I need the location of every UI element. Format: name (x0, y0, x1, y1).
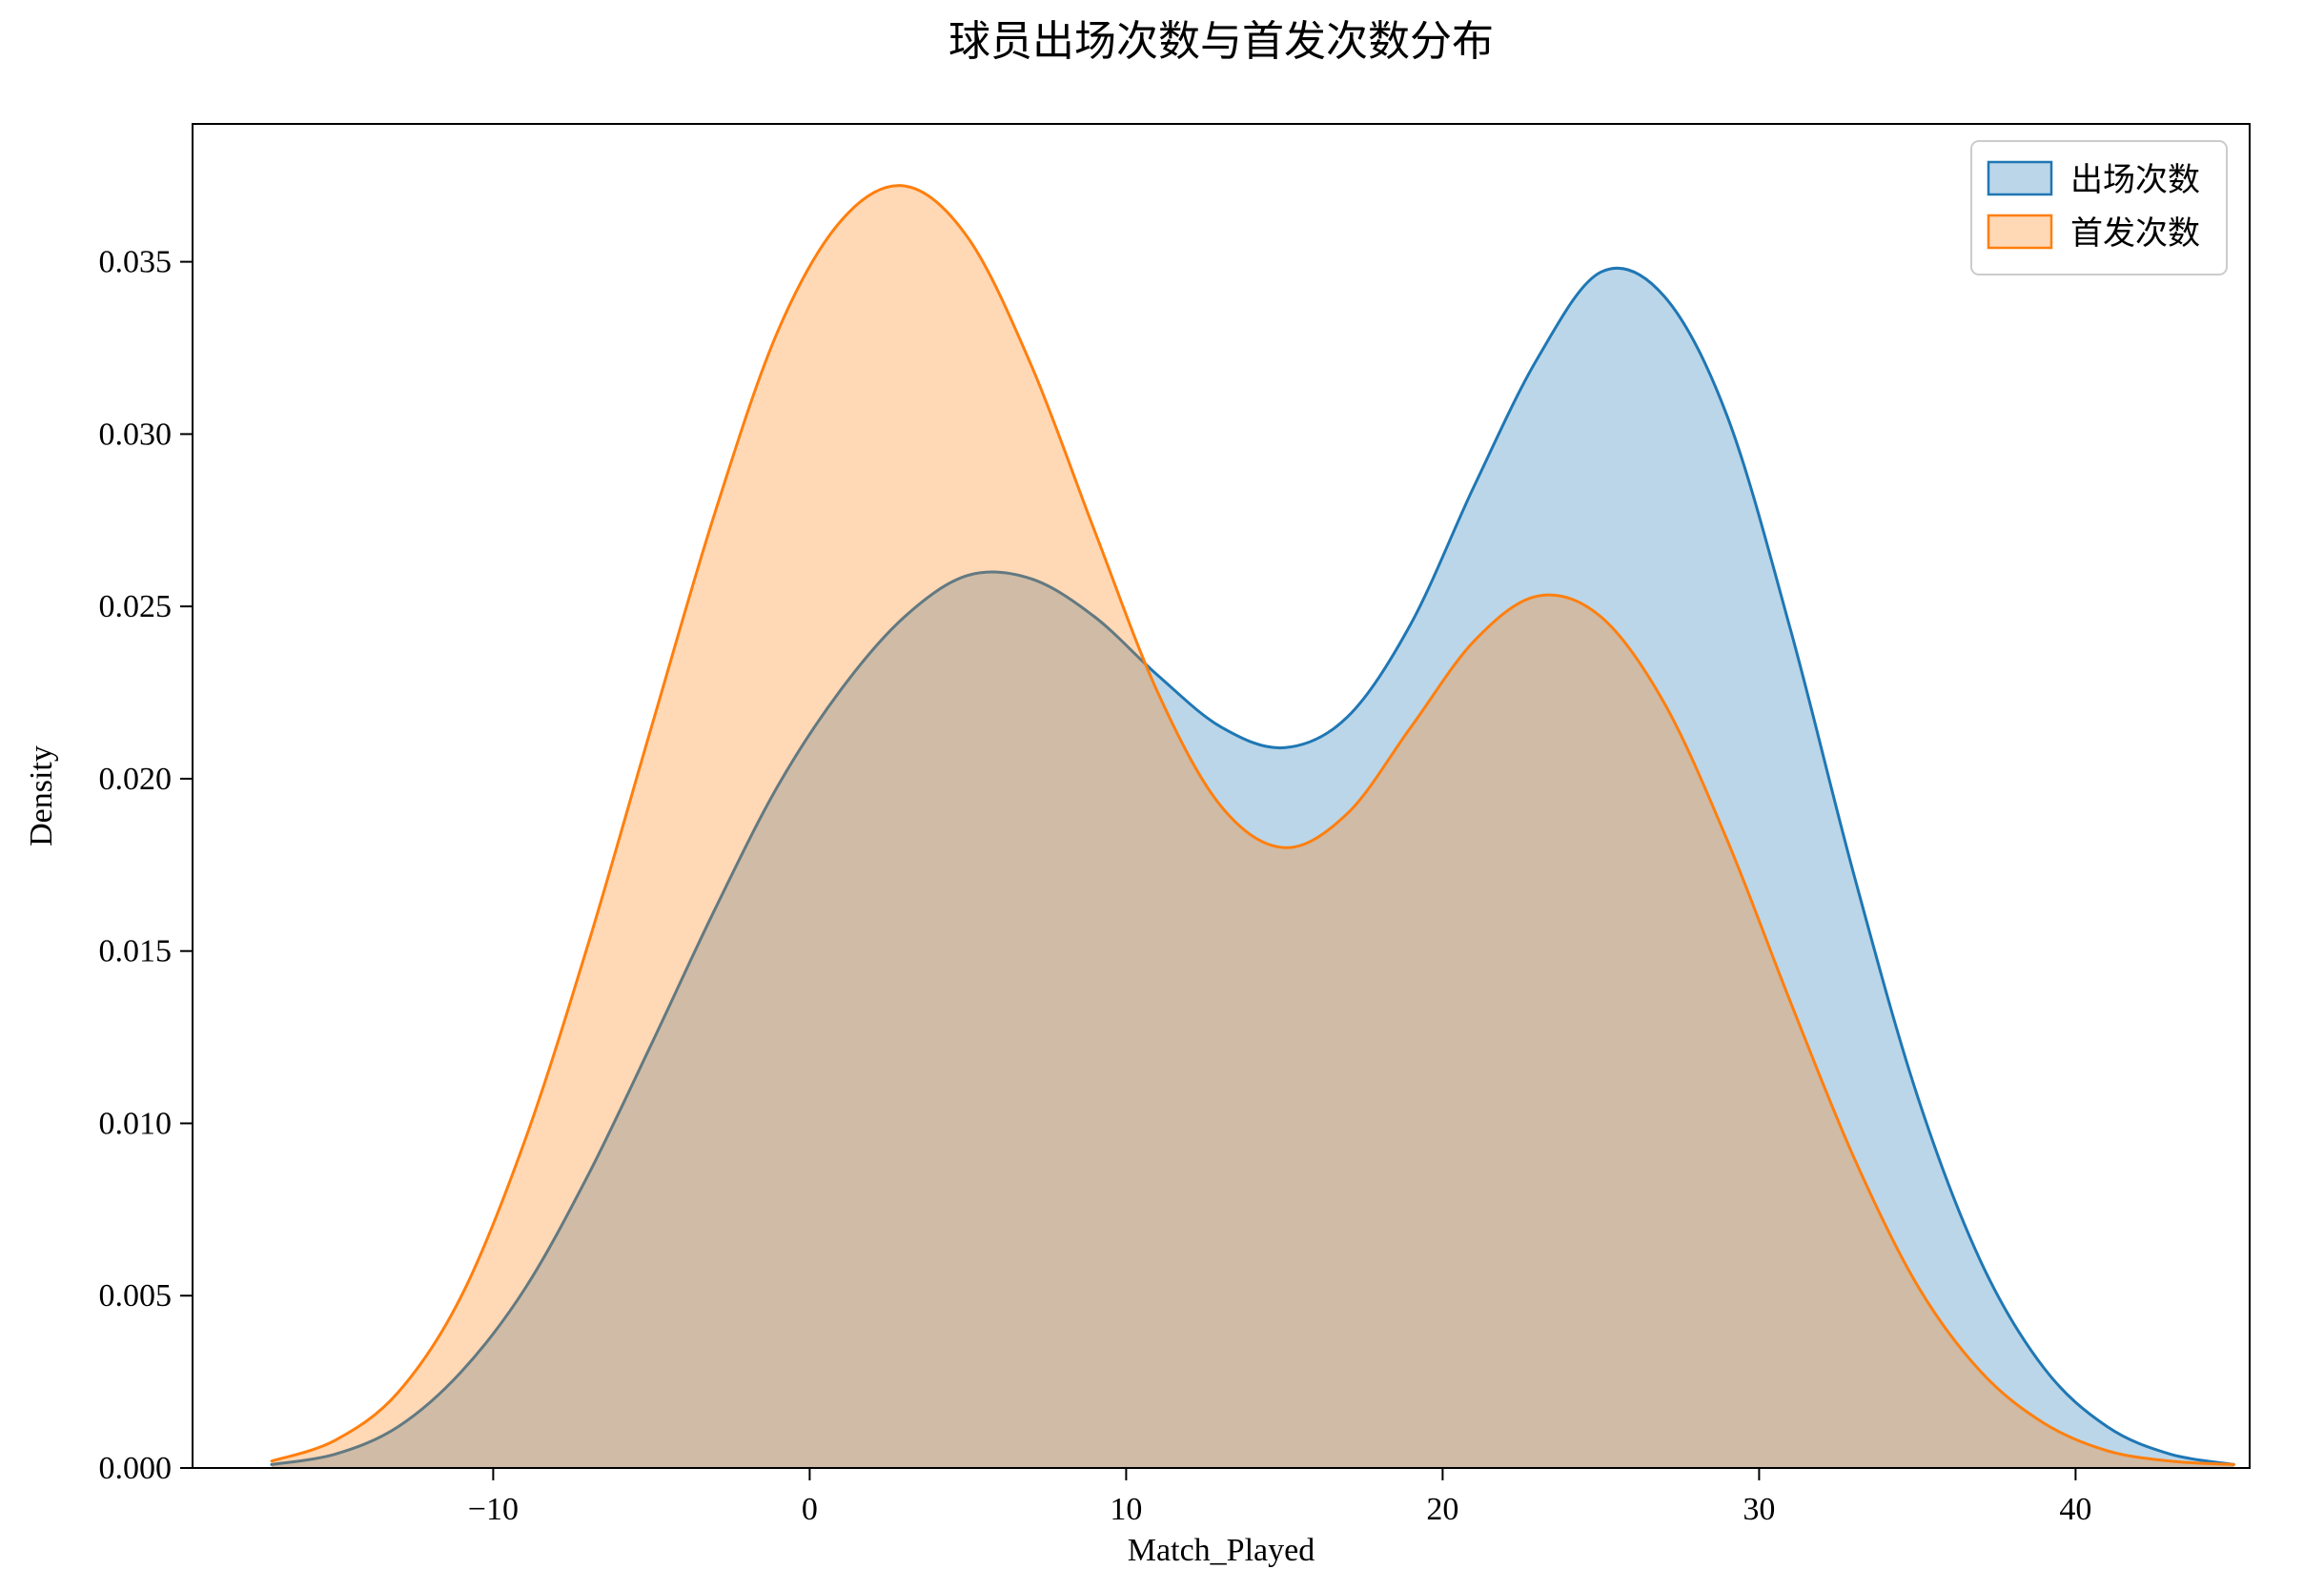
y-axis-ticks: 0.000 0.005 0.010 0.015 0.020 0.025 0.030 0.035 (99, 245, 193, 1486)
y-tick-label: 0.000 (99, 1451, 173, 1486)
y-tick-label: 0.015 (99, 934, 173, 969)
chart-title: 球员出场次数与首发次数分布 (948, 18, 1494, 65)
axes-spines (192, 123, 2251, 1469)
x-tick-label: 30 (1743, 1492, 1775, 1527)
legend-label-0: 出场次数 (2070, 162, 2200, 198)
legend-label-1: 首发次数 (2070, 215, 2200, 252)
x-tick-label: 20 (1426, 1492, 1458, 1527)
y-tick-label: 0.020 (99, 762, 173, 797)
y-tick-label: 0.035 (99, 245, 173, 280)
kde-line-1 (270, 184, 2235, 1466)
x-tick-label: 0 (802, 1492, 818, 1527)
x-tick-label: 10 (1110, 1492, 1142, 1527)
y-tick-label: 0.010 (99, 1106, 173, 1141)
y-axis-label: Density (24, 745, 59, 846)
y-tick-label: 0.030 (99, 417, 173, 452)
kde-line-0 (270, 266, 2235, 1466)
legend-swatch-0 (1987, 160, 2053, 196)
x-tick-label: 40 (2059, 1492, 2091, 1527)
x-axis-ticks: −10 0 10 20 30 40 (468, 1468, 2091, 1527)
x-axis-label: Match_Played (1127, 1533, 1315, 1568)
kde-fill-1 (272, 185, 2234, 1469)
kde-fill-0 (272, 268, 2234, 1468)
y-tick-label: 0.005 (99, 1278, 173, 1314)
legend-swatch-1 (1987, 214, 2053, 250)
legend-box (1970, 140, 2228, 275)
y-tick-label: 0.025 (99, 589, 173, 624)
x-tick-label: −10 (468, 1492, 519, 1527)
series-layer (270, 184, 2235, 1469)
